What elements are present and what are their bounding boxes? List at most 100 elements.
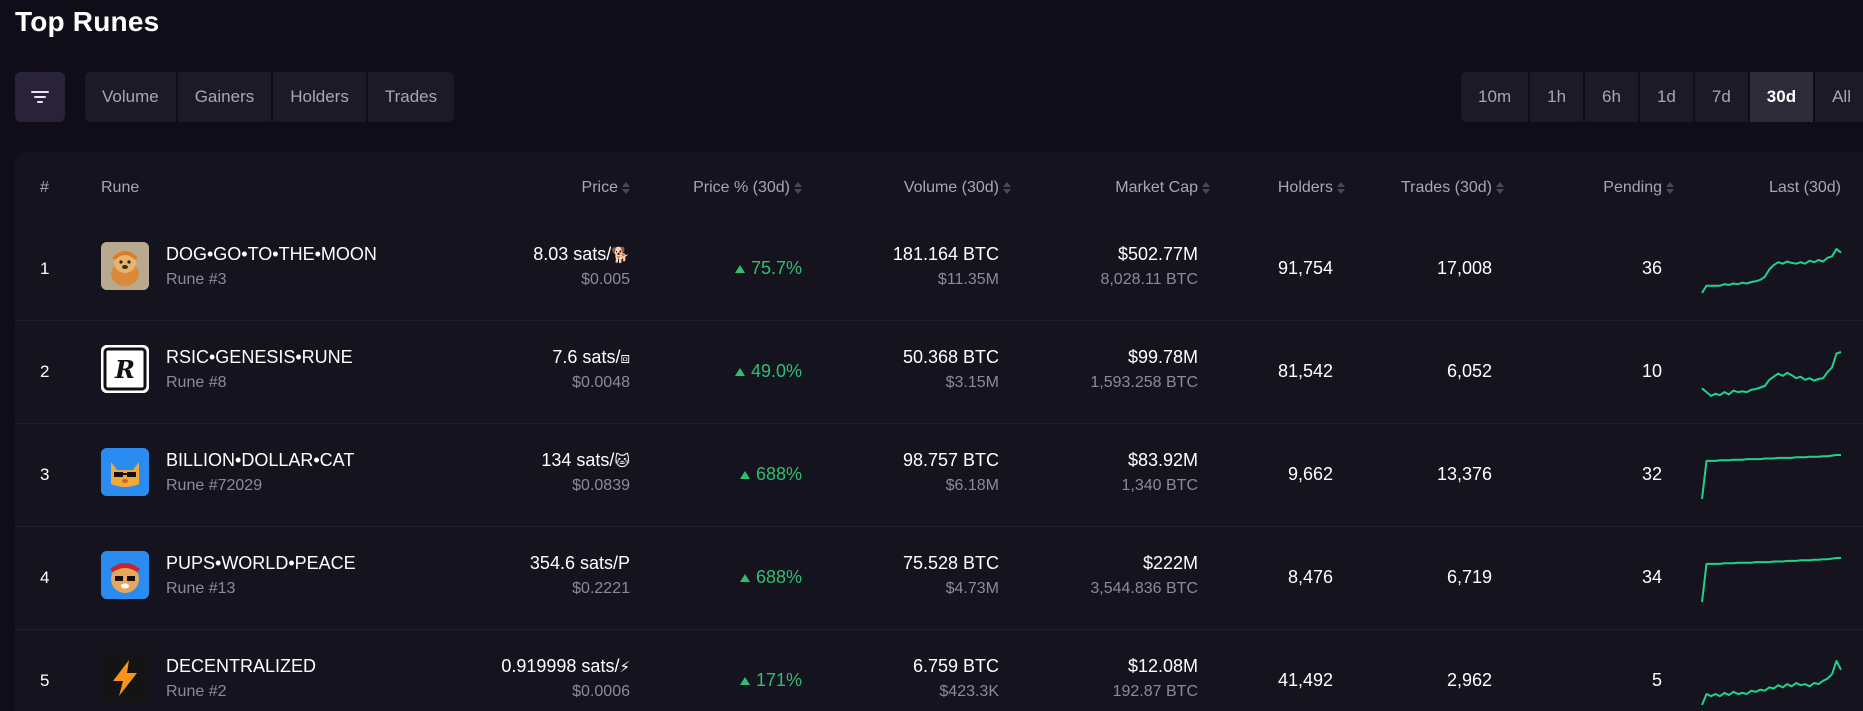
time-range-tabs: 10m 1h 6h 1d 7d 30d All (1461, 72, 1863, 122)
trades: 2,962 (1446, 670, 1492, 690)
market-cap-btc: 1,340 BTC (1121, 477, 1198, 494)
time-tab-7d[interactable]: 7d (1695, 72, 1750, 122)
holders: 9,662 (1287, 464, 1333, 484)
price-change: 688% (739, 464, 802, 485)
header-pending[interactable]: Pending (1603, 177, 1674, 199)
market-cap-usd: $99.78M (1127, 347, 1198, 367)
price-sats-value: 8.03 sats/ (533, 244, 612, 264)
time-tab-1h[interactable]: 1h (1530, 72, 1586, 122)
rune-symbol-icon: 🐕 (611, 247, 630, 264)
rune-name[interactable]: DECENTRALIZED (166, 656, 317, 676)
time-tab-6h[interactable]: 6h (1585, 72, 1640, 122)
table-row[interactable]: 1 DOG•GO•TO•THE•MOON Rune #3 8.03 sats/🐕… (15, 218, 1863, 321)
market-cap-usd: $222M (1142, 553, 1198, 573)
rune-name[interactable]: PUPS•WORLD•PEACE (166, 553, 356, 573)
table-row[interactable]: 2 R RSIC•GENESIS•RUNE Rune #8 7.6 sats/⧈… (15, 321, 1863, 424)
price-sats: 354.6 sats/P (530, 553, 630, 574)
header-trades[interactable]: Trades (30d) (1401, 177, 1504, 199)
cat-avatar-icon (101, 448, 149, 496)
sparkline-line (1701, 351, 1842, 397)
table-row[interactable]: 4 PUPS•WORLD•PEACE Rune #13 354.6 sats/P… (15, 527, 1863, 630)
header-rune-label: Rune (101, 179, 140, 196)
triangle-up-icon (739, 470, 750, 479)
header-trades-label: Trades (30d) (1401, 179, 1492, 196)
header-holders[interactable]: Holders (1278, 177, 1345, 199)
rune-name[interactable]: RSIC•GENESIS•RUNE (166, 347, 353, 367)
rune-symbol-icon: 🐱 (614, 453, 630, 470)
market-cap-usd: $83.92M (1127, 450, 1198, 470)
volume-btc: 6.759 BTC (912, 656, 999, 676)
price-change-value: 688% (755, 464, 802, 484)
price-sats: 134 sats/🐱 (541, 450, 630, 471)
filter-lines-icon (31, 91, 49, 103)
sparkline-line (1701, 660, 1842, 706)
trades: 6,052 (1446, 361, 1492, 381)
holders: 8,476 (1287, 567, 1333, 587)
sparkline-svg (1701, 660, 1842, 706)
time-tab-1d[interactable]: 1d (1640, 72, 1695, 122)
runes-table: # Rune Price Price % (30d) Volume (30d) … (15, 152, 1863, 711)
header-market-cap-label: Market Cap (1115, 179, 1198, 196)
tab-holders[interactable]: Holders (273, 72, 368, 122)
header-holders-label: Holders (1277, 179, 1333, 196)
volume-btc: 98.757 BTC (902, 450, 999, 470)
tab-volume[interactable]: Volume (85, 72, 178, 122)
price-change: 49.0% (734, 361, 802, 382)
price-sats-value: 7.6 sats/ (552, 347, 621, 367)
sort-arrows-icon (794, 182, 802, 194)
price-change: 171% (739, 670, 802, 691)
triangle-up-icon (734, 367, 745, 376)
rune-symbol-icon: P (617, 553, 630, 573)
sort-arrows-icon (1003, 182, 1011, 194)
rune-number: Rune #2 (166, 683, 227, 700)
tab-trades[interactable]: Trades (384, 87, 438, 106)
header-volume[interactable]: Volume (30d) (904, 177, 1011, 199)
pending: 34 (1641, 567, 1662, 587)
sparkline-svg (1701, 351, 1842, 397)
header-volume-label: Volume (30d) (903, 179, 999, 196)
pups-avatar-icon (101, 551, 149, 599)
sparkline-line (1701, 557, 1841, 603)
rune-number: Rune #8 (166, 374, 227, 391)
holders: 91,754 (1277, 258, 1333, 278)
table-row[interactable]: 3 BILLION•DOLLAR•CAT Rune #72029 134 sat… (15, 424, 1863, 527)
sort-tabs: Volume Gainers Holders Trades (85, 72, 455, 122)
price-change-value: 688% (755, 567, 802, 587)
rsic-r-logo-icon: R (101, 345, 149, 393)
header-rank: # (40, 177, 49, 199)
rank: 1 (40, 259, 50, 278)
rank: 5 (40, 671, 50, 690)
table-row[interactable]: 5 DECENTRALIZED Rune #2 0.919998 sats/⚡ … (15, 630, 1863, 711)
market-cap-btc: 192.87 BTC (1112, 683, 1198, 700)
header-price-pct[interactable]: Price % (30d) (693, 177, 802, 199)
volume-usd: $423.3K (939, 683, 999, 700)
price-change-value: 49.0% (750, 361, 802, 381)
sparkline-chart (1699, 246, 1844, 296)
price-sats-value: 0.919998 sats/ (501, 656, 620, 676)
holders: 41,492 (1277, 670, 1333, 690)
pending: 10 (1641, 361, 1662, 381)
time-tab-10m[interactable]: 10m (1461, 72, 1531, 122)
market-cap-btc: 3,544.836 BTC (1090, 580, 1198, 597)
filter-button[interactable] (15, 72, 65, 122)
market-cap-usd: $12.08M (1127, 656, 1198, 676)
sort-arrows-icon (1202, 182, 1210, 194)
dog-avatar-icon (101, 242, 149, 290)
header-price[interactable]: Price (582, 177, 630, 199)
time-tab-30d[interactable]: 30d (1749, 72, 1816, 122)
holders: 81,542 (1277, 361, 1333, 381)
rune-name[interactable]: BILLION•DOLLAR•CAT (166, 450, 355, 470)
header-rune: Rune (101, 177, 139, 199)
price-change: 75.7% (734, 258, 802, 279)
volume-btc: 75.528 BTC (902, 553, 999, 573)
header-price-label: Price (581, 179, 618, 196)
time-tab-all[interactable]: All (1832, 87, 1851, 106)
header-market-cap[interactable]: Market Cap (1115, 177, 1210, 199)
volume-usd: $4.73M (945, 580, 999, 597)
sort-arrows-icon (1337, 182, 1345, 194)
sort-arrows-icon (622, 182, 630, 194)
rune-name[interactable]: DOG•GO•TO•THE•MOON (166, 244, 377, 264)
rune-symbol-icon: ⧈ (620, 350, 630, 367)
tab-gainers[interactable]: Gainers (178, 72, 274, 122)
price-sats: 0.919998 sats/⚡ (501, 656, 630, 677)
